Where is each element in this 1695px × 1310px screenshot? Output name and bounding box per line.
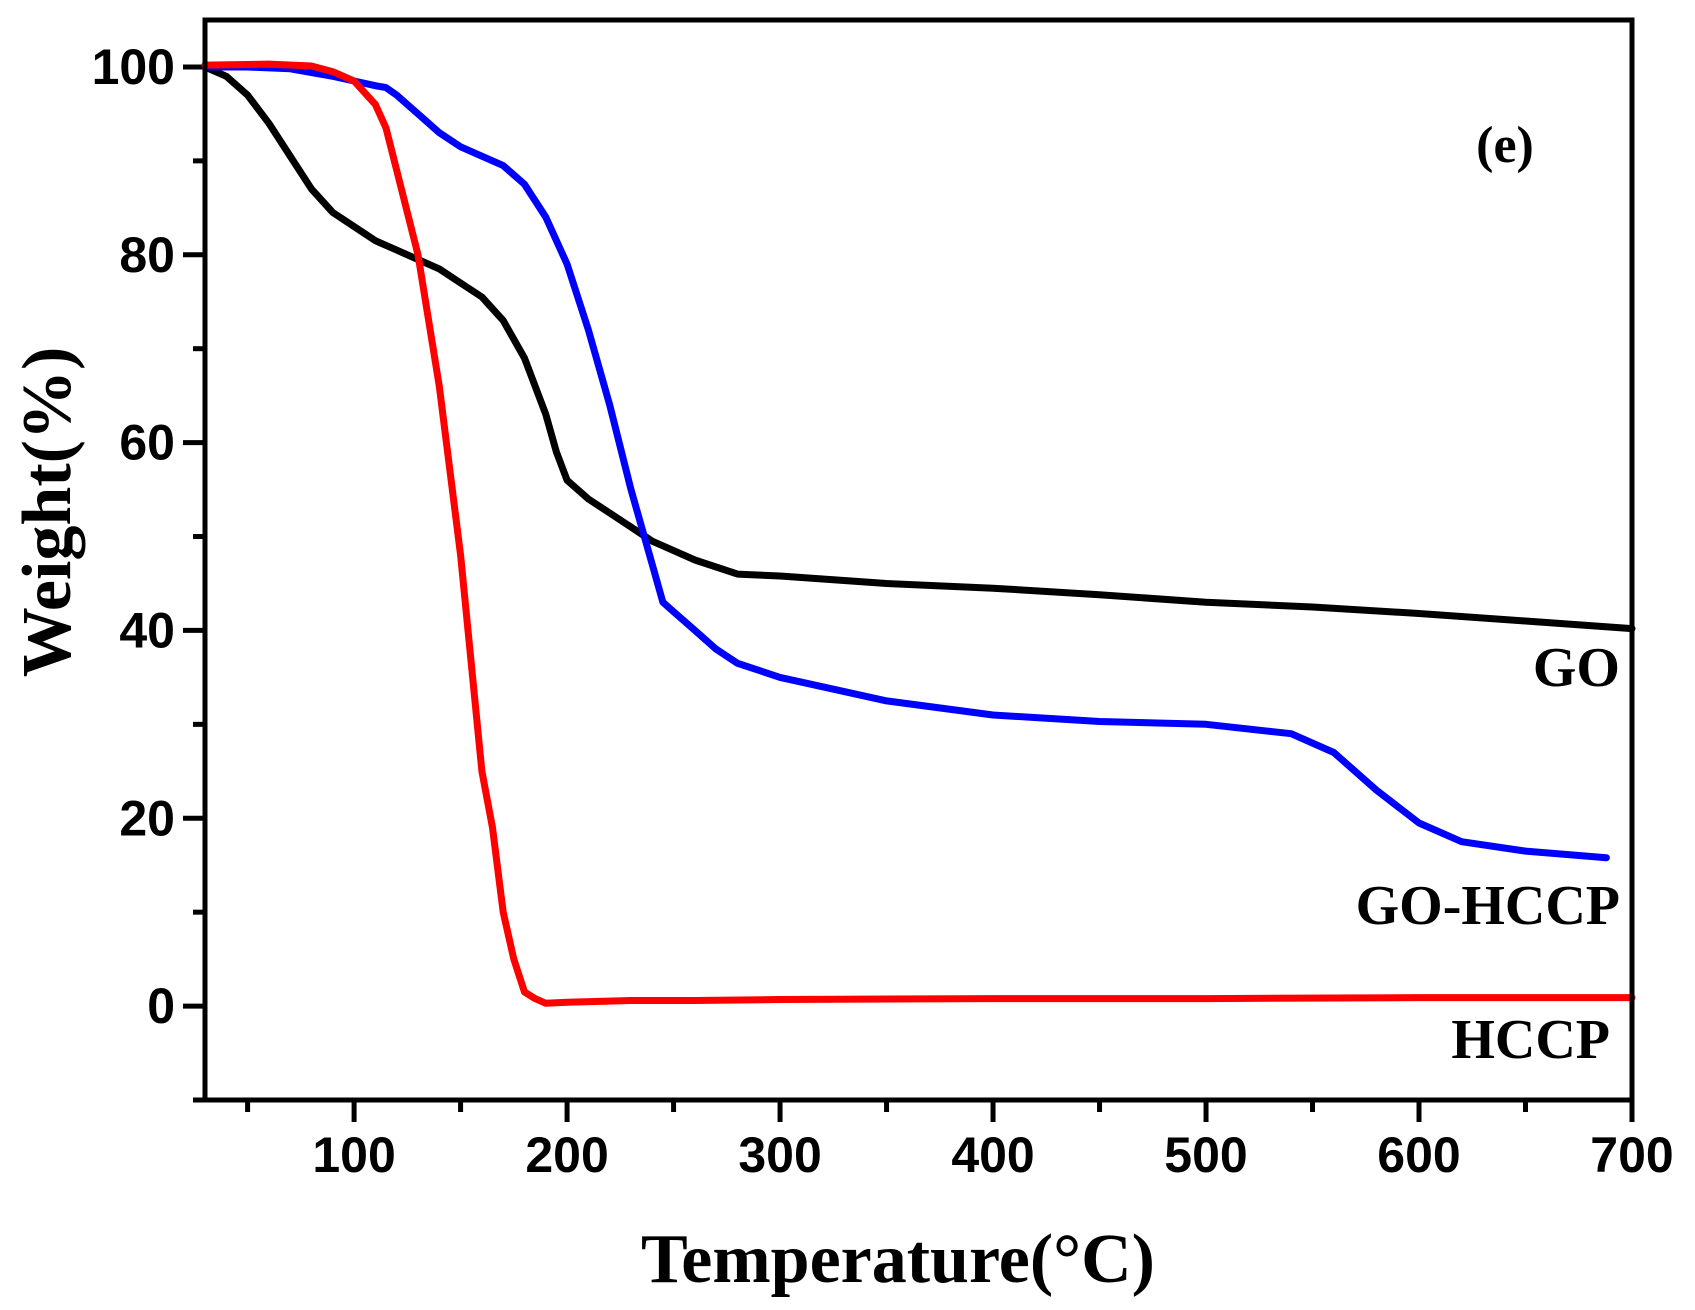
y-tick-label: 20: [119, 790, 175, 846]
y-tick-label: 80: [119, 227, 175, 283]
x-tick-labels: 100 200 300 400 500 600 700: [312, 1127, 1673, 1183]
plot-frame: [202, 17, 1635, 1103]
x-axis-title: Temperature(°C): [641, 1221, 1155, 1298]
series-label-go-hccp: GO-HCCP: [1356, 875, 1620, 937]
panel-label: (e): [1476, 117, 1534, 174]
series-line-go: [201, 63, 1636, 633]
axis-ticks: [183, 64, 1635, 1122]
y-tick-label: 60: [119, 415, 175, 471]
x-tick-label: 100: [312, 1127, 395, 1183]
x-tick-label: 500: [1164, 1127, 1247, 1183]
x-tick-label: 600: [1377, 1127, 1460, 1183]
y-tick-labels: 0 20 40 60 80 100: [92, 39, 175, 1034]
series-lines: [201, 60, 1636, 1007]
series-line-go-hccp: [201, 63, 1610, 862]
series-line-hccp: [201, 60, 1636, 1007]
y-tick-label: 40: [119, 602, 175, 658]
series-label-hccp: HCCP: [1451, 1009, 1610, 1071]
x-tick-label: 200: [525, 1127, 608, 1183]
y-tick-label: 0: [147, 978, 175, 1034]
y-tick-label: 100: [92, 39, 175, 95]
series-label-go: GO: [1533, 637, 1620, 699]
y-axis-title: Weight(%): [9, 347, 86, 678]
x-tick-label: 400: [951, 1127, 1034, 1183]
x-tick-label: 700: [1590, 1127, 1673, 1183]
x-tick-label: 300: [738, 1127, 821, 1183]
